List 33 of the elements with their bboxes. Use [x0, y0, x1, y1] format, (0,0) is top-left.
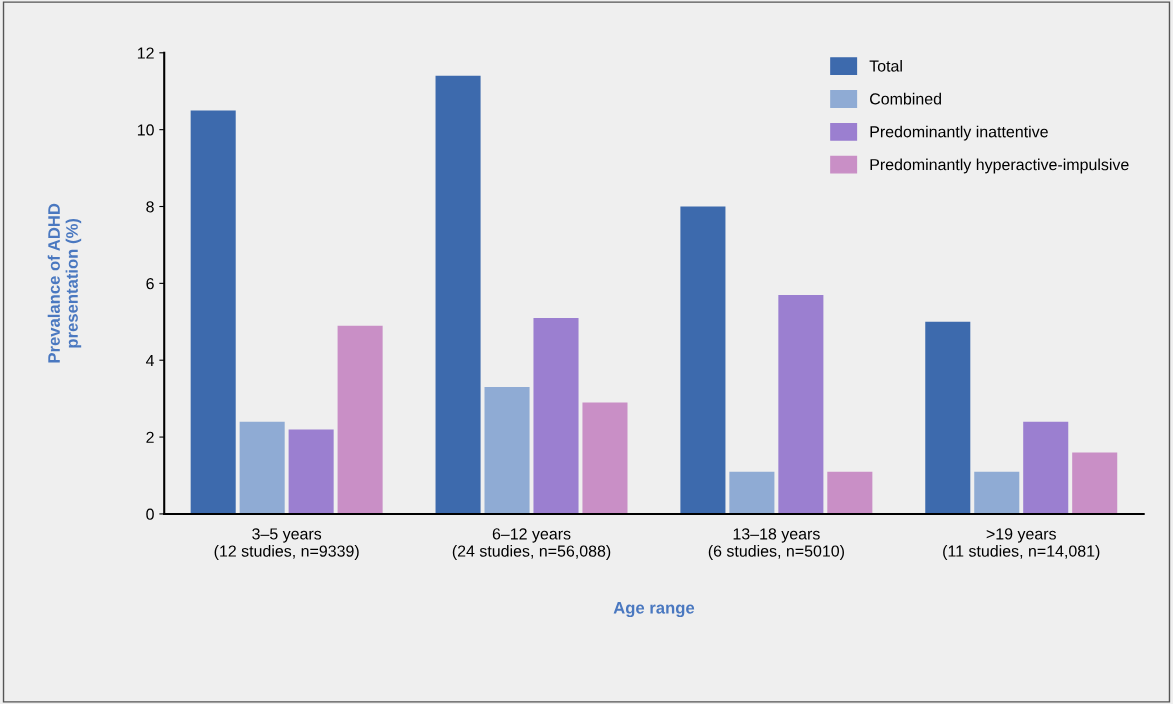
y-tick-label: 6: [146, 277, 154, 290]
bar: [729, 471, 775, 514]
x-tick-label: >19 years (11 studies, n=14,081): [943, 528, 1100, 560]
bar: [190, 110, 236, 514]
bar: [337, 325, 383, 514]
x-tick-label: 3–5 years (12 studies, n=9339): [214, 528, 359, 560]
bar: [288, 429, 334, 514]
y-axis-title: Prevalance of ADHD presentation (%): [47, 203, 82, 363]
x-tick-label: 13–18 years (6 studies, n=5010): [708, 528, 844, 560]
bar: [484, 387, 530, 514]
legend-label: Combined: [870, 92, 941, 105]
legend-label: Predominantly inattentive: [870, 125, 1048, 141]
bar: [974, 471, 1020, 514]
y-tick-label: 2: [146, 431, 154, 443]
bar: [925, 321, 971, 514]
bar: [1072, 452, 1118, 514]
legend-label: Total: [869, 59, 902, 72]
y-tick-label: 12: [137, 47, 154, 59]
bar: [827, 471, 873, 514]
bar: [680, 206, 726, 514]
x-axis-title: Age range: [613, 602, 695, 618]
bar: [1023, 421, 1069, 514]
bar: [435, 75, 481, 514]
bar: [582, 402, 628, 514]
y-tick-label: 0: [146, 508, 154, 520]
bar: [778, 294, 824, 514]
y-tick-label: 8: [146, 201, 154, 213]
bar: [533, 317, 579, 514]
legend-label: Predominantly hyperactive-impulsive: [870, 158, 1129, 174]
x-tick-label: 6–12 years (24 studies, n=56,088): [452, 528, 611, 560]
y-tick-label: 10: [137, 124, 154, 136]
bar: [239, 421, 285, 514]
y-tick-label: 4: [145, 355, 155, 366]
